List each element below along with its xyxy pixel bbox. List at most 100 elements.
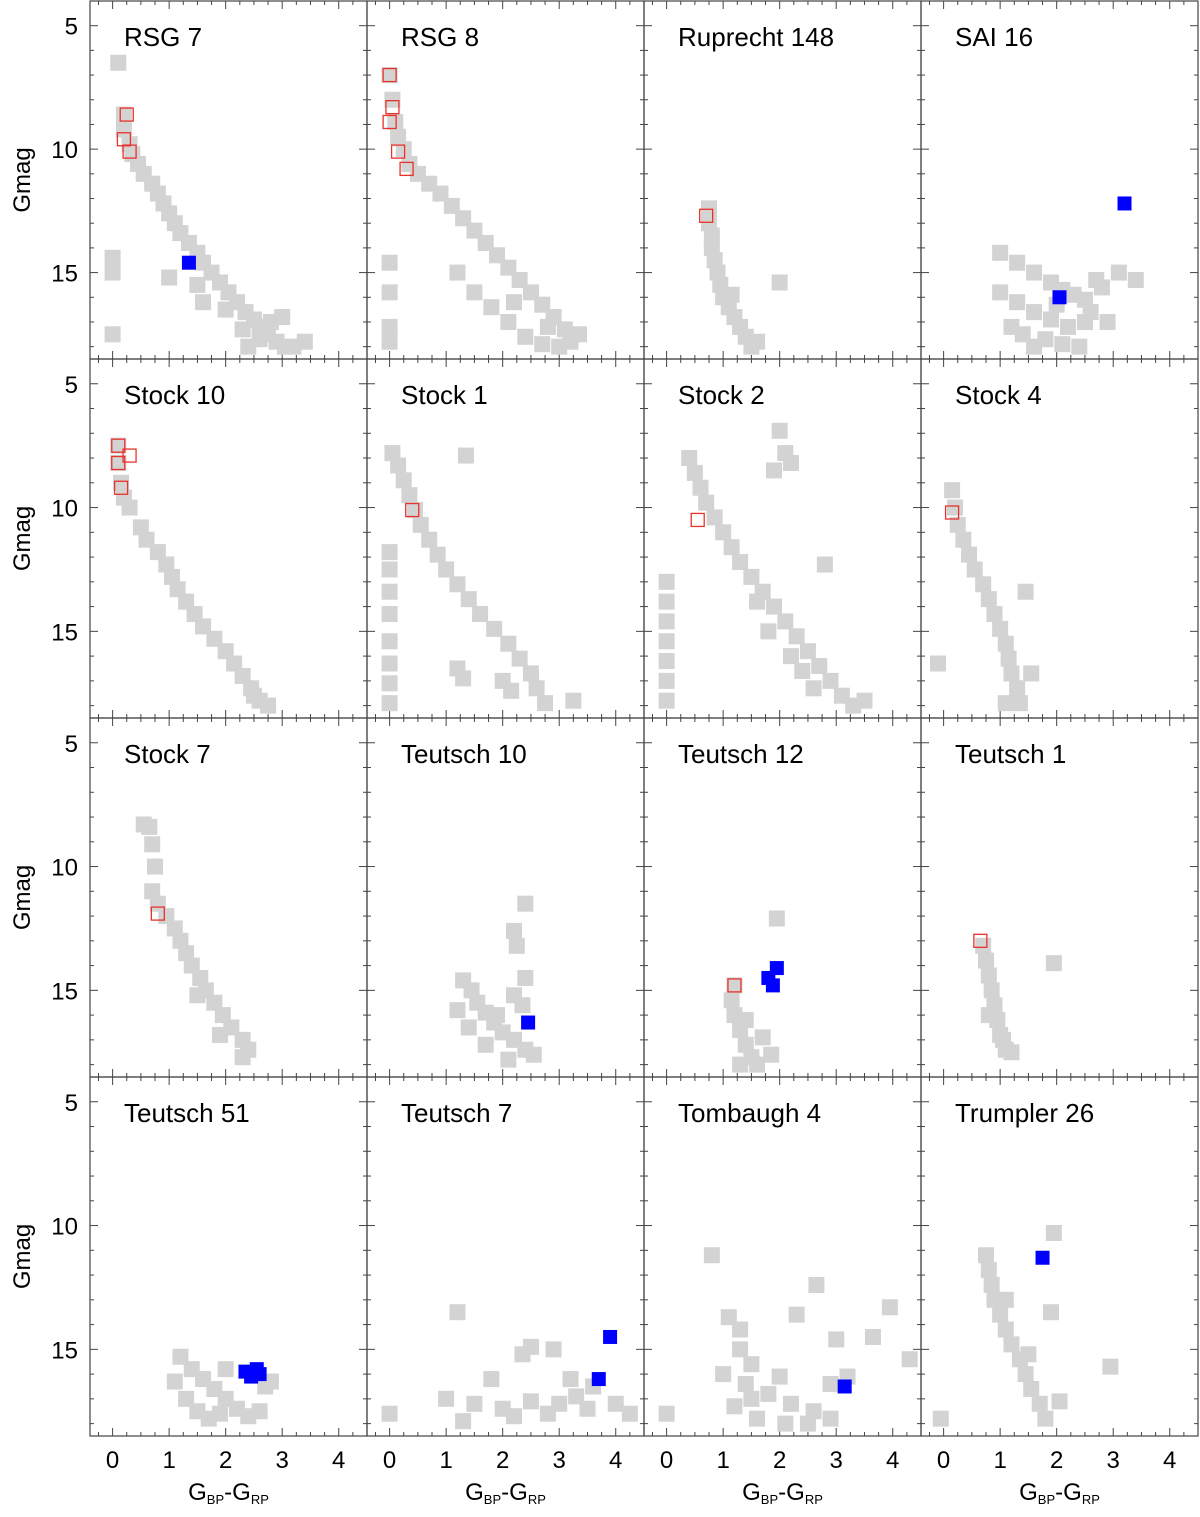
member-point: [658, 653, 675, 670]
member-point: [743, 1390, 760, 1407]
member-point: [1003, 1336, 1020, 1353]
member-point: [460, 1019, 477, 1036]
member-point: [517, 328, 534, 345]
member-point: [703, 239, 720, 256]
hot-star-marker: [944, 505, 960, 520]
member-point: [975, 576, 992, 593]
member-point: [551, 338, 568, 355]
y-tick-label: 5: [65, 731, 78, 758]
member-point: [472, 606, 489, 623]
panel-title: Teutsch 12: [678, 739, 804, 769]
member-point: [568, 1388, 585, 1405]
member-point: [195, 618, 212, 635]
member-point: [539, 1405, 556, 1422]
member-point: [466, 1395, 483, 1412]
member-point: [992, 284, 1009, 301]
member-point: [1026, 338, 1043, 355]
member-point: [505, 1408, 522, 1425]
panel-12: Teutsch 1: [920, 717, 1199, 1078]
member-point: [245, 687, 262, 704]
member-point: [149, 544, 166, 561]
member-point: [113, 474, 130, 491]
member-point: [457, 447, 474, 464]
x-tick-label: 3: [553, 1447, 566, 1474]
member-point: [511, 650, 528, 667]
red-star-marker: [837, 1379, 852, 1394]
member-point: [1003, 318, 1020, 335]
member-point: [715, 1366, 732, 1383]
member-point: [782, 648, 799, 665]
member-point: [723, 286, 740, 303]
member-point: [997, 635, 1014, 652]
member-point: [732, 554, 749, 571]
member-point: [980, 1007, 997, 1024]
member-point: [805, 680, 822, 697]
member-point: [726, 1398, 743, 1415]
hot-star-marker: [973, 933, 988, 948]
member-point: [206, 630, 223, 647]
member-point: [658, 672, 675, 689]
member-point: [980, 1262, 997, 1279]
member-point: [782, 1395, 799, 1412]
member-point: [217, 301, 234, 318]
hot-star-marker: [690, 512, 705, 528]
member-point: [737, 1376, 754, 1393]
member-point: [226, 655, 243, 672]
member-point: [517, 969, 534, 986]
x-tick-label: 1: [439, 1447, 452, 1474]
member-point: [483, 299, 500, 316]
member-point: [946, 499, 963, 516]
member-point: [240, 338, 257, 355]
member-point: [500, 259, 517, 276]
panel-title: Teutsch 10: [401, 739, 527, 769]
member-point: [161, 269, 178, 286]
member-point: [749, 593, 766, 610]
panel-title: Stock 7: [124, 739, 211, 769]
red-star-marker: [765, 978, 780, 993]
red-star-marker: [1052, 290, 1067, 305]
panel-title: Teutsch 51: [124, 1098, 250, 1128]
member-point: [703, 227, 720, 244]
panel-5: Stock 10 5 10 15 Gmag: [9, 358, 368, 719]
member-point: [381, 633, 398, 650]
member-point: [525, 1046, 542, 1063]
hot-star-marker: [399, 161, 414, 177]
member-point: [443, 197, 460, 214]
member-point: [701, 200, 718, 217]
member-point: [709, 264, 726, 281]
member-point: [788, 628, 805, 645]
member-point: [754, 1029, 771, 1046]
member-point: [390, 457, 407, 474]
member-point: [381, 655, 398, 672]
member-point: [1031, 1395, 1048, 1412]
member-point: [1051, 1393, 1068, 1410]
member-point: [503, 682, 520, 699]
member-point: [212, 1026, 229, 1043]
member-point: [178, 945, 195, 962]
panel-title: SAI 16: [955, 22, 1033, 52]
x-tick-label: 3: [1107, 1447, 1120, 1474]
member-point: [715, 524, 732, 541]
member-point: [1009, 254, 1026, 271]
member-point: [189, 987, 206, 1004]
panel-title: Trumpler 26: [955, 1098, 1094, 1128]
member-point: [980, 591, 997, 608]
member-point: [381, 675, 398, 692]
member-point: [929, 655, 946, 672]
member-point: [997, 1321, 1014, 1338]
member-point: [1009, 680, 1026, 697]
panel-8: Stock 4: [920, 358, 1199, 719]
panel-title: RSG 8: [401, 22, 479, 52]
member-point: [158, 556, 175, 573]
member-point: [172, 1348, 189, 1365]
member-point: [384, 445, 401, 462]
member-point: [565, 692, 582, 709]
member-point: [537, 695, 554, 712]
member-point: [477, 234, 494, 251]
member-point: [1045, 1224, 1062, 1241]
member-point: [539, 318, 556, 335]
member-point: [412, 516, 429, 533]
x-tick-label: 0: [660, 1447, 673, 1474]
member-point: [992, 1306, 1009, 1323]
member-point: [579, 1400, 596, 1417]
